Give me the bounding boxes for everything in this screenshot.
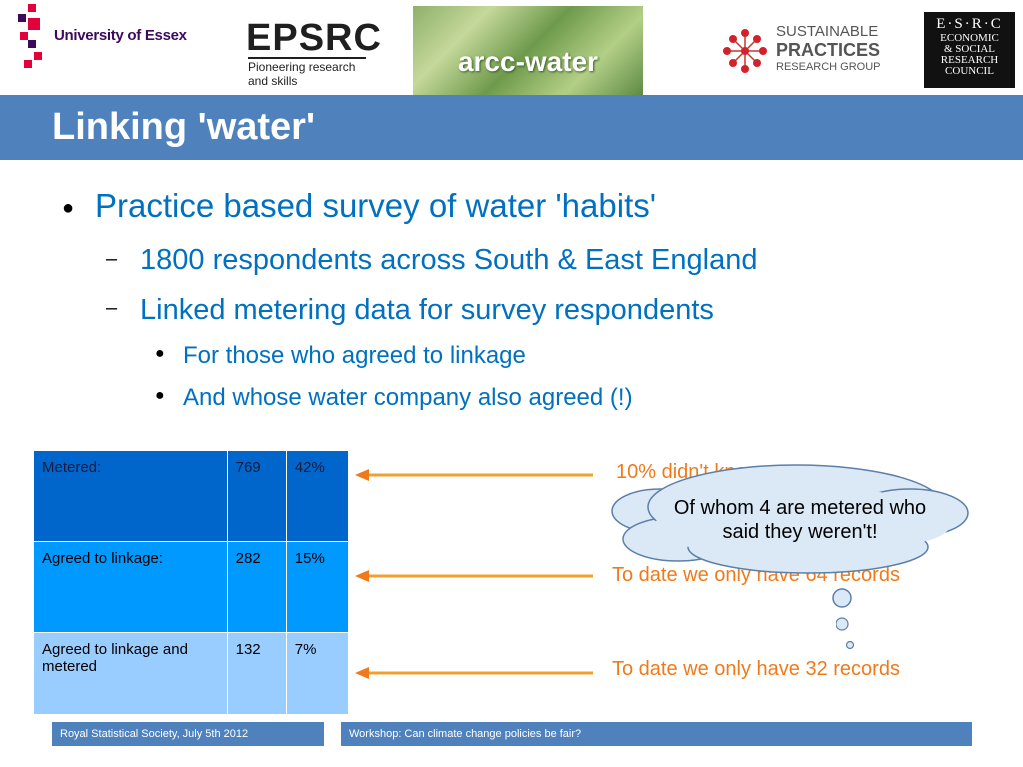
esrc-logo-line-3: & SOCIAL [943,43,996,55]
esrc-logo-line-4: RESEARCH [940,54,999,66]
arcc-water-logo: arcc-water [413,6,643,95]
row-label: Agreed to linkage: [33,541,228,633]
essex-logo-text: University of Essex [54,27,187,44]
footer-workshop: Workshop: Can climate change policies be… [341,722,972,746]
sub-bullet-metering: Linked metering data for survey responde… [140,294,714,326]
spr-logo-line-1: SUSTAINABLE [776,23,879,40]
epsrc-tagline: Pioneering research and skills [248,60,355,88]
dash-icon: – [106,248,118,270]
epsrc-logo-text: EPSRC [246,17,382,59]
row-label: Metered: [33,450,228,542]
essex-logo-mark [18,4,42,68]
bullet-dot-icon: ● [62,197,75,219]
thought-cloud-icon [611,464,969,608]
epsrc-tagline-line-1: Pioneering research [248,60,356,74]
arrow-left-icon [355,667,593,679]
row-count: 769 [226,450,287,542]
bullet-dot-icon: ● [155,345,165,362]
footer-event: Royal Statistical Society, July 5th 2012 [52,722,324,746]
row-label: Agreed to linkage and metered [33,632,228,715]
row-percent: 15% [285,541,350,633]
note-32-records: To date we only have 32 records [612,658,900,680]
arcc-water-logo-text: arcc-water [457,46,599,77]
slide-title: Linking 'water' [52,106,315,148]
table-row: Agreed to linkage and metered 132 7% [33,632,350,715]
bullet-survey: Practice based survey of water 'habits' [95,187,657,224]
spr-logo-line-2: PRACTICES [776,40,881,60]
arrow-left-icon [355,570,593,582]
title-bar [0,95,1023,160]
bullet-dot-icon: ● [155,387,165,404]
sub-bullet-respondents: 1800 respondents across South & East Eng… [140,244,758,276]
esrc-logo-line-2: ECONOMIC [940,32,999,44]
spr-logo-line-3: RESEARCH GROUP [776,61,881,73]
esrc-logo-line-1: E·S·R·C [936,16,1003,32]
table-row: Metered: 769 42% [33,450,350,542]
row-count: 132 [226,632,287,715]
table-row: Agreed to linkage: 282 15% [33,541,350,633]
thought-bubble-dots-icon [836,617,855,650]
cloud-message: Of whom 4 are metered who said they were… [673,497,927,543]
sub-sub-bullet-company: And whose water company also agreed (!) [183,384,633,411]
row-percent: 7% [285,632,350,715]
epsrc-tagline-line-2: and skills [248,74,298,88]
esrc-logo: E·S·R·C ECONOMIC & SOCIAL RESEARCH COUNC… [924,12,1015,88]
epsrc-logo-rule [248,57,366,59]
spr-network-icon [723,29,767,73]
row-count: 282 [226,541,287,633]
arrow-left-icon [355,469,593,481]
sub-sub-bullet-linkage: For those who agreed to linkage [183,342,526,369]
row-percent: 42% [285,450,350,542]
linkage-table: Metered: 769 42% Agreed to linkage: 282 … [33,450,350,715]
dash-icon: – [106,297,118,319]
esrc-logo-line-5: COUNCIL [945,65,994,77]
